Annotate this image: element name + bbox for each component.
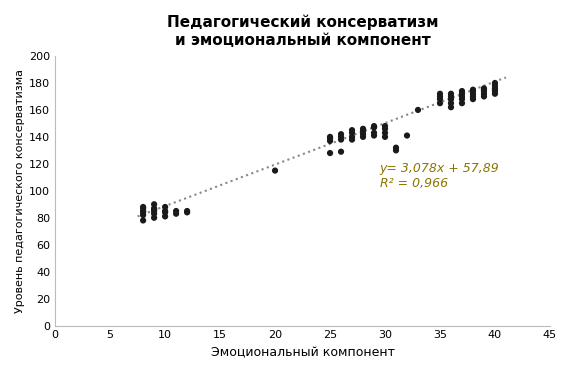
Point (380, 134, 390, 140)
Text: y= 3,078x + 57,89
R² = 0,966: y= 3,078x + 57,89 R² = 0,966 (379, 162, 499, 190)
Title: Педагогический консерватизм
и эмоциональный компонент: Педагогический консерватизм и эмоциональ… (167, 15, 438, 48)
Point (446, 100, 455, 106)
Point (468, 88, 478, 94)
Point (468, 91, 478, 97)
Point (149, 208, 158, 214)
Point (325, 150, 335, 156)
Point (161, 209, 170, 215)
Point (446, 91, 455, 97)
Point (149, 201, 158, 207)
Point (479, 85, 488, 91)
Point (458, 94, 467, 99)
Point (172, 211, 181, 217)
Point (161, 208, 170, 214)
Point (479, 88, 488, 94)
Point (138, 212, 148, 218)
Point (446, 94, 455, 99)
Point (138, 204, 148, 210)
Point (370, 123, 379, 129)
Point (359, 126, 368, 132)
Point (359, 131, 368, 137)
Point (149, 211, 158, 217)
Point (325, 134, 335, 140)
Point (336, 149, 345, 155)
Point (468, 96, 478, 102)
Point (391, 147, 400, 153)
Point (403, 132, 412, 138)
Point (458, 96, 467, 102)
Point (138, 217, 148, 223)
Point (336, 137, 345, 142)
Point (370, 132, 379, 138)
Point (359, 134, 368, 140)
Point (414, 107, 423, 113)
Point (149, 205, 158, 211)
Point (479, 91, 488, 97)
Point (370, 125, 379, 131)
Point (149, 215, 158, 221)
Point (435, 94, 444, 99)
Point (161, 214, 170, 220)
X-axis label: Эмоциональный компонент: Эмоциональный компонент (210, 346, 395, 359)
Point (490, 83, 499, 89)
Point (468, 94, 478, 99)
Point (458, 88, 467, 94)
Point (347, 137, 356, 142)
Point (380, 126, 390, 132)
Point (370, 130, 379, 136)
Point (490, 85, 499, 91)
Point (435, 100, 444, 106)
Point (271, 168, 280, 174)
Point (490, 80, 499, 86)
Point (325, 138, 335, 144)
Point (149, 207, 158, 213)
Point (380, 130, 390, 136)
Point (435, 91, 444, 97)
Point (359, 129, 368, 135)
Point (479, 94, 488, 99)
Point (182, 209, 192, 215)
Point (479, 87, 488, 93)
Point (347, 127, 356, 133)
Point (161, 204, 170, 210)
Point (490, 88, 499, 94)
Point (138, 205, 148, 211)
Point (325, 135, 335, 141)
Point (380, 123, 390, 129)
Point (435, 96, 444, 102)
Point (172, 208, 181, 214)
Y-axis label: Уровень педагогического консерватизма: Уровень педагогического консерватизма (15, 69, 25, 313)
Point (347, 130, 356, 136)
Point (490, 91, 499, 97)
Point (182, 208, 192, 214)
Point (468, 87, 478, 93)
Point (138, 209, 148, 215)
Point (391, 145, 400, 151)
Point (347, 134, 356, 140)
Point (446, 96, 455, 102)
Point (458, 91, 467, 97)
Point (458, 100, 467, 106)
Point (490, 87, 499, 93)
Point (446, 104, 455, 110)
Point (138, 208, 148, 214)
Point (336, 131, 345, 137)
Point (336, 134, 345, 140)
